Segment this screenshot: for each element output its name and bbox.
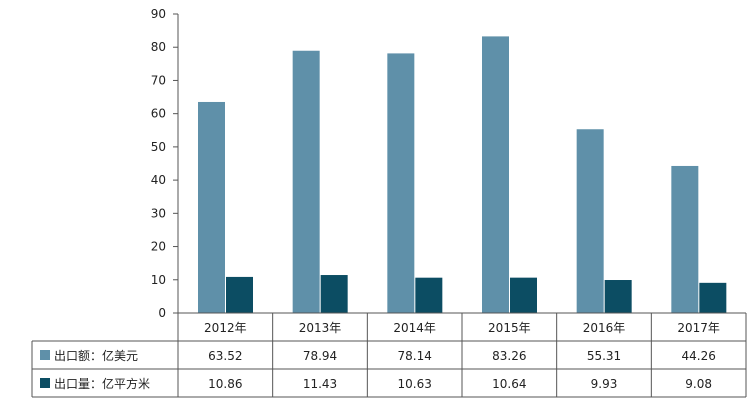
bar-2014年-s0	[387, 53, 415, 314]
legend-label: 出口量：亿平方米	[54, 376, 150, 391]
category-label: 2013年	[299, 321, 342, 335]
legend-swatch	[40, 350, 50, 360]
bars	[198, 36, 727, 314]
data-label: 83.26	[492, 349, 526, 363]
y-tick-label: 0	[158, 306, 166, 320]
y-tick-label: 30	[151, 206, 166, 220]
category-label: 2017年	[677, 321, 720, 335]
bar-2015年-s0	[482, 36, 509, 313]
bar-2014年-s1	[415, 277, 443, 313]
data-label: 55.31	[587, 349, 621, 363]
data-label: 78.14	[397, 349, 431, 363]
data-label: 78.94	[303, 349, 337, 363]
bar-2017年-s1	[699, 282, 727, 313]
y-tick-label: 70	[151, 73, 166, 87]
y-tick-label: 90	[151, 7, 166, 21]
bar-2013年-s1	[320, 275, 348, 313]
data-label: 63.52	[208, 349, 242, 363]
bar-2012年-s1	[226, 276, 253, 313]
legend-label: 出口额：亿美元	[54, 348, 138, 363]
y-tick-label: 50	[151, 140, 166, 154]
y-tick-label: 10	[151, 273, 166, 287]
category-label: 2014年	[393, 321, 436, 335]
y-axis: 0 10 20 30 40 50 60 70 80 90	[151, 7, 179, 320]
bar-2012年-s0	[198, 101, 225, 313]
data-label: 11.43	[303, 377, 337, 391]
bar-2016年-s1	[604, 280, 632, 313]
category-label: 2015年	[488, 321, 531, 335]
y-tick-label: 40	[151, 173, 166, 187]
y-tick-label: 80	[151, 40, 166, 54]
data-label: 44.26	[681, 349, 715, 363]
y-tick-label: 20	[151, 240, 166, 254]
data-label: 9.08	[685, 377, 712, 391]
bar-2015年-s1	[510, 277, 537, 313]
category-label: 2016年	[583, 321, 626, 335]
bar-2016年-s0	[576, 129, 604, 313]
data-label: 10.86	[208, 377, 242, 391]
bar-2013年-s0	[292, 50, 320, 314]
category-label: 2012年	[204, 321, 247, 335]
y-tick-label: 60	[151, 107, 166, 121]
data-label: 9.93	[591, 377, 618, 391]
bar-2017年-s0	[671, 165, 699, 313]
legend-swatch	[40, 378, 50, 388]
data-label: 10.63	[397, 377, 431, 391]
data-label: 10.64	[492, 377, 526, 391]
